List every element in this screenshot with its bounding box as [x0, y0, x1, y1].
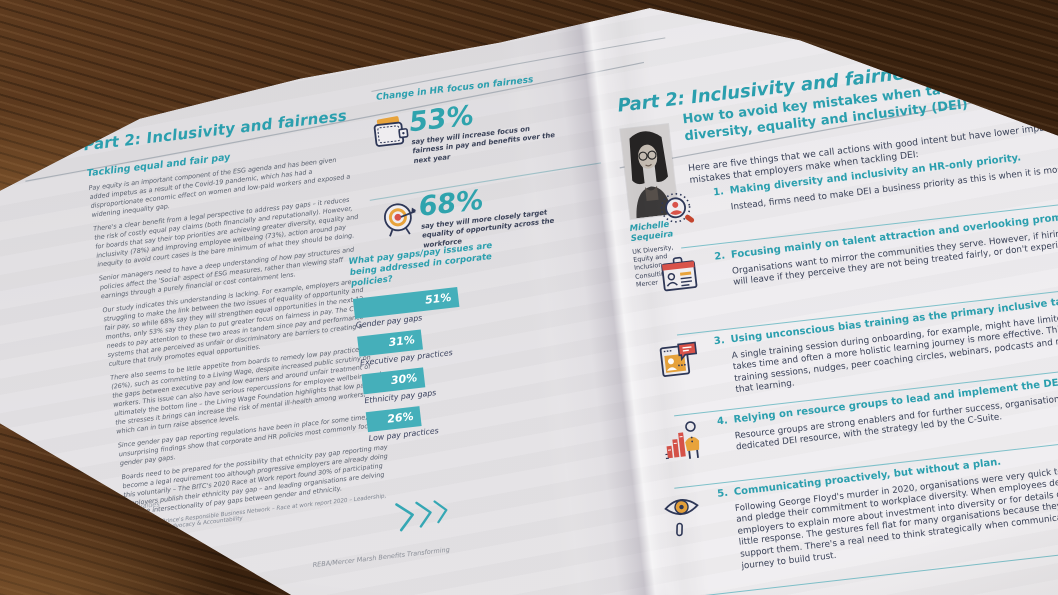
list-item: 1. Making diversity and inclusivity an HR…	[657, 132, 1058, 223]
target-icon	[380, 198, 422, 242]
eye-icon	[661, 491, 704, 543]
chart-people-icon	[661, 419, 704, 469]
list-item: 5. Communicating proactively, but without…	[661, 434, 1058, 581]
item-number: 3.	[713, 335, 726, 348]
chart-bar-value: 30%	[390, 371, 418, 388]
wallet-icon	[370, 113, 412, 155]
chart-bars: 51% Gender pay gaps 31% Executive pay pract…	[352, 274, 588, 443]
list-item: 2. Focusing mainly on talent attraction a…	[658, 196, 1058, 297]
item-number: 5.	[716, 487, 729, 500]
stat-content: 53% say they will increase focus on fair…	[408, 93, 563, 167]
chart-bar-value: 26%	[386, 409, 415, 426]
stat-row: 53% say they will increase focus on fair…	[370, 90, 585, 170]
item-number: 4.	[716, 415, 729, 428]
list-item: 3. Using unconscious bias training as the…	[658, 281, 1058, 405]
person-search-icon	[657, 190, 700, 238]
item-number: 1.	[712, 186, 725, 199]
left-article-column: Tackling equal and fair pay Pay equity i…	[86, 138, 396, 535]
list-item: 4. Relying on resource groups to lead and…	[661, 361, 1058, 462]
chart-bar-value: 31%	[387, 333, 416, 350]
item-number: 2.	[713, 250, 726, 263]
presentation-chat-icon	[658, 338, 701, 386]
id-badge-icon	[658, 254, 701, 300]
stat-row: 68% say they will more closely target eq…	[380, 174, 595, 254]
chevrons-icon	[393, 492, 467, 538]
report-footer: REBA/Mercer Marsh Benefits Transforming	[312, 545, 451, 570]
pay-issues-chart: What pay gaps/pay issues are being addre…	[348, 232, 588, 449]
chart-bar-value: 51%	[424, 290, 453, 307]
